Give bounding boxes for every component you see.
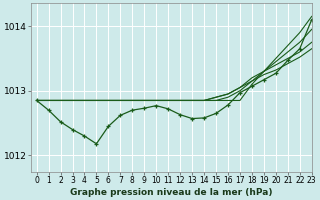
X-axis label: Graphe pression niveau de la mer (hPa): Graphe pression niveau de la mer (hPa): [70, 188, 272, 197]
